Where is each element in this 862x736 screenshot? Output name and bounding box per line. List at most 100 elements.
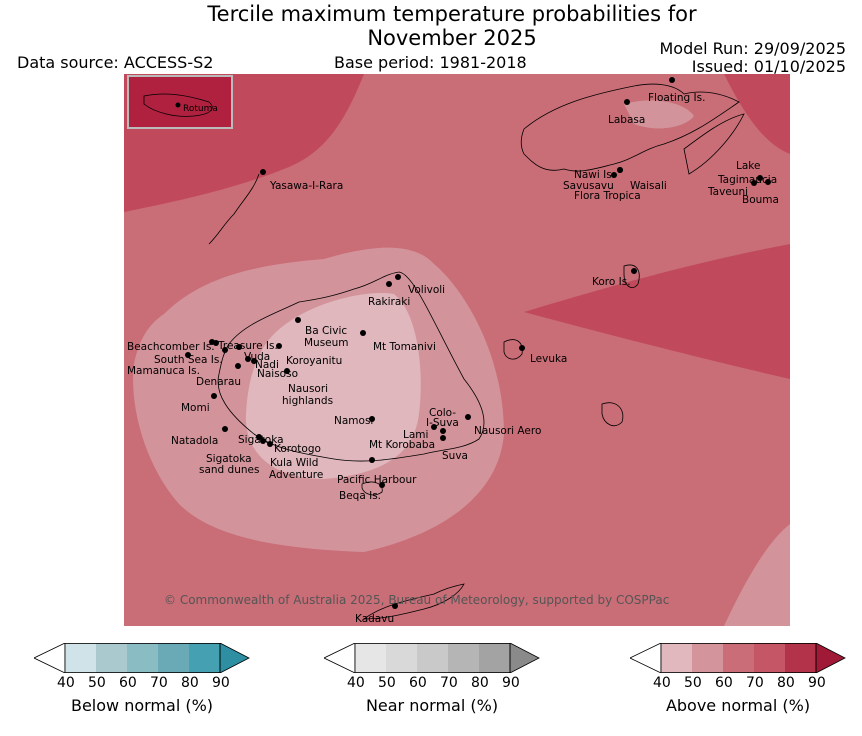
copyright-notice: © Commonwealth of Australia 2025, Bureau…: [164, 593, 669, 607]
probability-map: Rotuma Floating Is.Labasa Nawi Is.Savusav…: [124, 74, 790, 626]
place-dot: [236, 344, 242, 350]
colorbar-max-arrow: [219, 643, 250, 673]
place-label: Savusavu: [563, 180, 614, 192]
place-label: Colo-: [429, 407, 456, 419]
place-label: Floating Is.: [648, 92, 705, 104]
place-label: Suva: [442, 450, 468, 462]
colorbar-tick: 40: [57, 675, 75, 691]
colorbar-tick: 90: [808, 675, 826, 691]
colorbar-tick: 90: [212, 675, 230, 691]
colorbar-frame: [660, 643, 817, 673]
colorbar-segment: [189, 643, 220, 673]
vanua-levu-coast: [520, 83, 740, 172]
colorbar-max-arrow: [509, 643, 540, 673]
yasawa-chain: [208, 173, 260, 245]
colorbar-min-arrow: [324, 643, 356, 673]
colorbar-tick: 70: [440, 675, 458, 691]
colorbar-segment: [448, 643, 479, 673]
place-label: Sigatoka: [206, 453, 252, 465]
place-dot: [185, 352, 191, 358]
viti-levu-coast: [217, 271, 485, 462]
place-dot: [260, 169, 266, 175]
colorbar-segment: [158, 643, 189, 673]
issued-date: Issued: 01/10/2025: [691, 57, 846, 76]
place-dot: [284, 368, 290, 374]
place-label: Momi: [181, 402, 210, 414]
place-label: Korotogo: [274, 443, 321, 455]
place-label: Waisali: [630, 180, 667, 192]
colorbar: [34, 643, 250, 673]
place-dot: [624, 99, 630, 105]
low-prob-zone-interior: [245, 293, 421, 479]
place-label: Adventure: [269, 469, 323, 481]
place-dot: [440, 428, 446, 434]
place-dot: [617, 167, 623, 173]
place-dot: [519, 345, 525, 351]
inset-label: Rotuma: [183, 104, 218, 114]
colorbar-tick: 60: [715, 675, 733, 691]
koro-coast: [623, 264, 640, 288]
place-dot: [386, 281, 392, 287]
kadavu-coast: [362, 583, 465, 620]
colorbar-segment: [723, 643, 754, 673]
colorbar-label: Near normal (%): [365, 696, 499, 715]
mid-prob-zone-labasa: [624, 100, 694, 129]
place-dot: [379, 482, 385, 488]
colorbar-tick: 80: [181, 675, 199, 691]
place-label: Ba Civic: [305, 325, 347, 337]
colorbar-frame: [354, 643, 511, 673]
place-dot: [631, 268, 637, 274]
title-line-1: Tercile maximum temperature probabilitie…: [207, 2, 697, 26]
place-dot: [395, 274, 401, 280]
place-dot: [295, 317, 301, 323]
inset-map: Rotuma: [127, 75, 233, 129]
place-dot: [392, 603, 398, 609]
colorbar-tick: 90: [502, 675, 520, 691]
colorbar-label: Below normal (%): [70, 696, 214, 715]
run-info: Model Run: 29/09/2025 Issued: 01/10/2025: [660, 40, 847, 76]
colorbar-segment: [65, 643, 96, 673]
title-line-2: November 2025: [367, 26, 537, 50]
place-label: Natadola: [171, 435, 218, 447]
place-label: Mt Korobaba: [369, 439, 435, 451]
colorbar: [324, 643, 540, 673]
mid-prob-zone-se: [724, 524, 790, 626]
place-dot: [213, 340, 219, 346]
place-dot: [260, 438, 266, 444]
place-label: Flora Tropica: [574, 190, 641, 202]
place-label: Pacific Harbour: [337, 474, 417, 486]
colorbar-tick: 80: [777, 675, 795, 691]
colorbar-tick: 50: [88, 675, 106, 691]
colorbar-tick: 70: [746, 675, 764, 691]
colorbar-segment: [127, 643, 158, 673]
place-dot: [235, 363, 241, 369]
place-dot: [251, 358, 257, 364]
ovalau-coast: [503, 339, 523, 360]
place-dot: [256, 434, 262, 440]
place-label: Taveuni: [707, 186, 748, 198]
place-label: Nausori: [288, 383, 328, 395]
colorbar-min-arrow: [34, 643, 66, 673]
colorbar: [630, 643, 846, 673]
place-label: Kula Wild: [270, 457, 318, 469]
place-label: highlands: [282, 395, 333, 407]
place-label: South Sea Is.: [154, 354, 223, 366]
place-label: Treasure Is.: [217, 340, 278, 352]
colorbar-segment: [661, 643, 692, 673]
place-dot: [757, 175, 763, 181]
place-label: Tagimaucia: [717, 174, 777, 186]
place-dot: [751, 180, 757, 186]
colorbar-segment: [692, 643, 723, 673]
colorbar-segment: [386, 643, 417, 673]
place-label: sand dunes: [199, 464, 259, 476]
colorbar-segment: [355, 643, 386, 673]
place-label: Volivoli: [408, 284, 445, 296]
place-label: Namosi: [334, 415, 373, 427]
place-label: Yasawa-I-Rara: [269, 180, 343, 192]
place-label: Koro Is.: [592, 276, 631, 288]
colorbar-segment: [479, 643, 510, 673]
place-label: Nausori Aero: [474, 425, 541, 437]
place-label: Beachcomber Is.: [127, 341, 215, 353]
colorbar-segment: [785, 643, 816, 673]
model-run: Model Run: 29/09/2025: [659, 39, 847, 58]
